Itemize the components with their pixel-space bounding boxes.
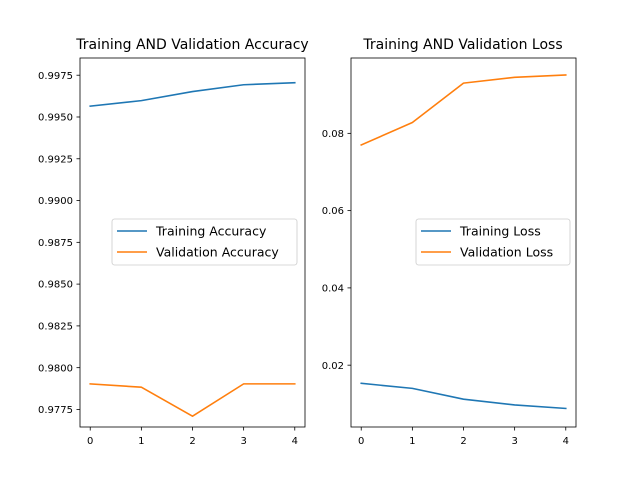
loss-legend-label: Validation Loss — [460, 245, 553, 260]
loss-y-tick-label: 0.04 — [322, 284, 344, 295]
loss-y-tick-label: 0.02 — [322, 361, 344, 372]
accuracy-plot-area: 0 1 2 3 4 0.9775 0.9800 0.9825 0.9850 0.9875 0.990… — [38, 57, 306, 447]
accuracy-legend-box — [111, 218, 298, 266]
loss-chart-title: Training AND Validation Loss — [362, 37, 562, 53]
accuracy-x-tick-label: 2 — [189, 436, 195, 447]
accuracy-x-tick-label: 3 — [240, 436, 246, 447]
accuracy-y-tick-label: 0.9975 — [38, 71, 73, 82]
loss-x-tick-label: 1 — [409, 436, 415, 447]
accuracy-series-line-0 — [89, 81, 296, 108]
loss-x-tick-label: 3 — [511, 436, 517, 447]
accuracy-y-tick-label: 0.9800 — [38, 363, 73, 374]
accuracy-y-tick-label: 0.9850 — [38, 280, 73, 291]
accuracy-x-tick-label: 1 — [138, 436, 144, 447]
accuracy-x-tick-label: 0 — [87, 436, 93, 447]
accuracy-y-tick-label: 0.9950 — [38, 113, 73, 124]
accuracy-y-tick-label: 0.9825 — [38, 321, 73, 332]
loss-x-tick-label: 2 — [460, 436, 466, 447]
accuracy-y-tick-label: 0.9925 — [38, 154, 73, 165]
loss-x-tick-label: 4 — [563, 436, 569, 447]
accuracy-y-tick-label: 0.9900 — [38, 196, 73, 207]
loss-y-tick-label: 0.06 — [322, 206, 344, 217]
accuracy-y-tick-label: 0.9775 — [38, 405, 73, 416]
accuracy-chart: Training AND Validation Accuracy 0 1 2 3 4 0.… — [38, 37, 309, 447]
accuracy-chart-title: Training AND Validation Accuracy — [75, 37, 308, 53]
accuracy-legend-label: Validation Accuracy — [156, 245, 279, 260]
loss-y-tick-label: 0.08 — [322, 129, 344, 140]
loss-x-tick-label: 0 — [358, 436, 364, 447]
loss-series-line-0 — [360, 382, 567, 410]
loss-legend-label: Training Loss — [459, 224, 541, 239]
accuracy-legend-label: Training Accuracy — [155, 224, 267, 239]
loss-chart: Training AND Validation Loss 0 1 2 3 4 0.02 0.… — [322, 37, 577, 447]
accuracy-y-tick-label: 0.9875 — [38, 238, 73, 249]
loss-plot-area: 0 1 2 3 4 0.02 0.04 0.06 0.08 Training Loss Valida… — [322, 57, 577, 447]
loss-legend-box — [415, 218, 571, 266]
accuracy-x-tick-label: 4 — [292, 436, 298, 447]
loss-series-line-1 — [360, 74, 567, 146]
accuracy-series-line-1 — [89, 383, 296, 417]
